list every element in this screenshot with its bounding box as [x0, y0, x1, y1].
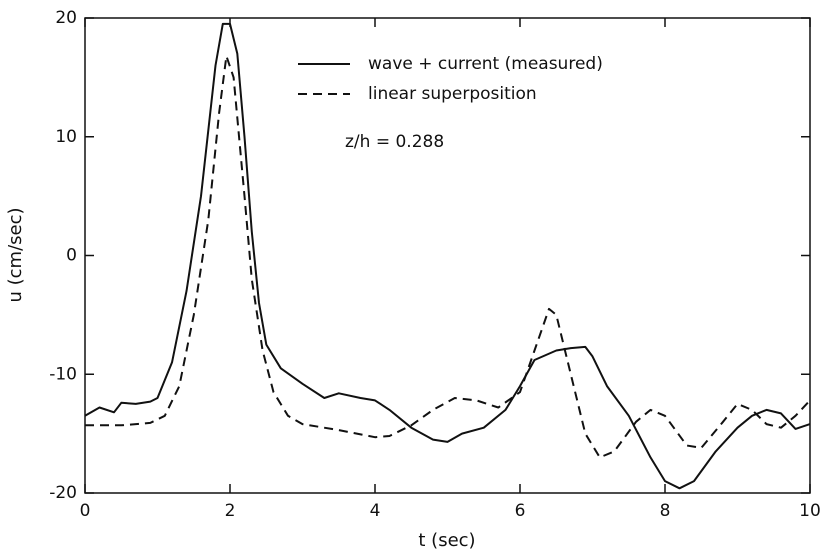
x-tick-label: 10: [799, 501, 821, 521]
y-tick-label: -10: [49, 364, 77, 384]
x-axis-label: t (sec): [418, 530, 475, 551]
y-tick-label: 20: [55, 8, 77, 28]
legend-label: wave + current (measured): [368, 54, 603, 74]
x-tick-label: 4: [370, 501, 381, 521]
x-tick-label: 6: [515, 501, 526, 521]
legend-label: linear superposition: [368, 84, 537, 104]
y-tick-label: 10: [55, 127, 77, 147]
x-tick-label: 2: [225, 501, 236, 521]
annotation: z/h = 0.288: [345, 132, 444, 152]
y-axis-label: u (cm/sec): [5, 207, 26, 302]
series-line: [84, 22, 811, 490]
x-tick-label: 8: [660, 501, 671, 521]
x-tick-label: 0: [80, 501, 91, 521]
y-tick-label: 0: [66, 246, 77, 266]
series-line: [85, 55, 811, 459]
y-tick-label: -20: [49, 483, 77, 503]
